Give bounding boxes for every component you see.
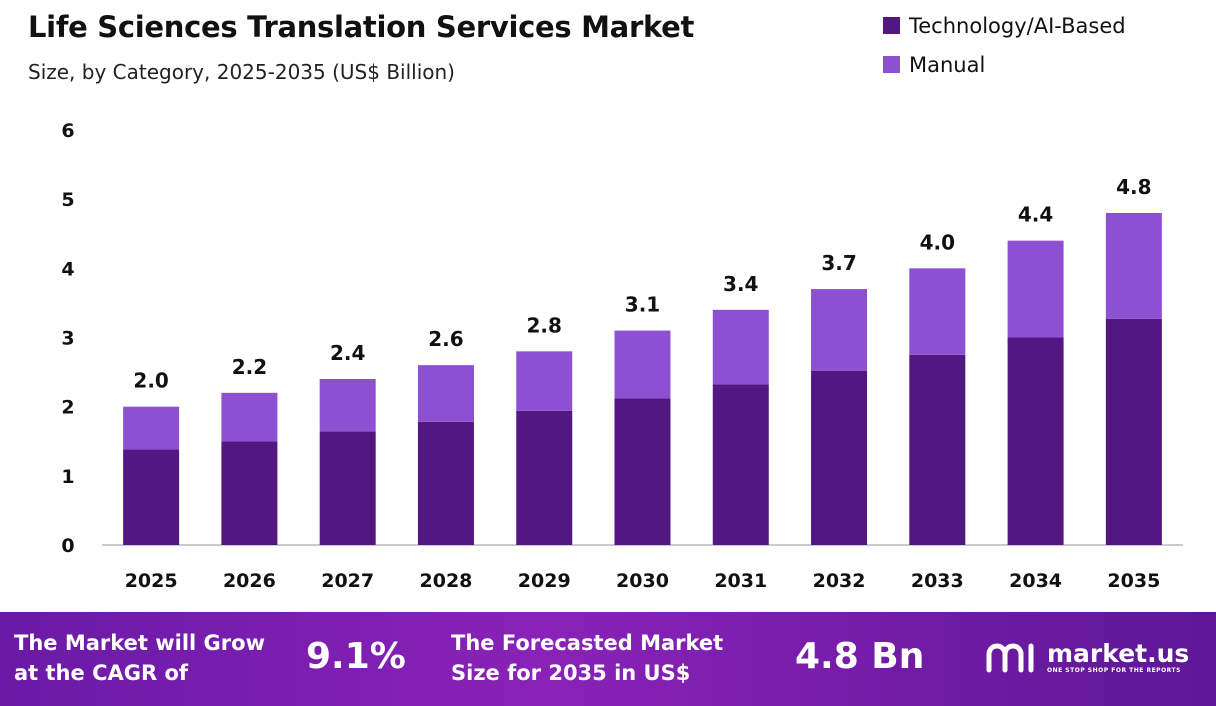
bar-manual: [319, 379, 376, 432]
bar-total-label: 2.2: [232, 355, 267, 379]
y-tick-label: 1: [61, 466, 74, 488]
bar-total-label: 2.8: [527, 313, 562, 337]
bar-manual: [811, 289, 868, 371]
bar-tech: [811, 370, 868, 545]
forecast-label-line1: The Forecasted Market: [451, 631, 724, 655]
bar-tech: [221, 441, 278, 545]
x-tick-label: 2029: [518, 570, 571, 592]
bar-manual: [1007, 240, 1064, 338]
x-tick-label: 2034: [1009, 570, 1062, 592]
legend-swatch-manual: [883, 56, 900, 73]
x-tick-label: 2031: [714, 570, 767, 592]
bar-total-label: 2.6: [428, 327, 463, 351]
bar-tech: [319, 431, 376, 545]
footer-banner: The Market will Grow at the CAGR of 9.1%…: [0, 612, 1216, 706]
bar-total-label: 2.4: [330, 341, 365, 365]
y-tick-label: 4: [61, 258, 74, 280]
x-tick-label: 2033: [911, 570, 964, 592]
bar-tech: [123, 449, 180, 545]
bar-manual: [909, 268, 966, 355]
legend-item-manual: Manual: [883, 45, 1126, 84]
bar-tech: [614, 398, 671, 545]
x-tick-label: 2027: [321, 570, 374, 592]
bar-total-label: 3.4: [723, 272, 758, 296]
bar-total-label: 3.7: [821, 251, 856, 275]
y-tick-label: 5: [61, 189, 74, 211]
forecast-label-line2: Size for 2035 in US$: [451, 661, 691, 685]
x-tick-label: 2025: [125, 570, 178, 592]
cagr-label: The Market will Grow at the CAGR of: [14, 628, 265, 688]
forecast-label: The Forecasted Market Size for 2035 in U…: [451, 628, 723, 688]
bar-total-label: 4.4: [1018, 203, 1053, 227]
bar-tech: [909, 354, 966, 545]
bar-manual: [221, 392, 278, 442]
cagr-label-line2: at the CAGR of: [14, 661, 189, 685]
bar-manual: [417, 365, 474, 422]
cagr-label-line1: The Market will Grow: [14, 631, 265, 655]
x-tick-label: 2030: [616, 570, 669, 592]
legend-item-tech: Technology/AI-Based: [883, 6, 1126, 45]
y-tick-label: 0: [61, 535, 74, 557]
y-tick-label: 3: [61, 328, 74, 350]
legend: Technology/AI-Based Manual: [883, 6, 1126, 84]
bar-tech: [516, 410, 573, 545]
legend-label-tech: Technology/AI-Based: [909, 13, 1126, 38]
bar-total-label: 2.0: [133, 369, 168, 393]
brand-name: market.us: [1047, 638, 1190, 668]
bar-manual: [712, 309, 769, 385]
y-tick-label: 2: [61, 397, 74, 419]
chart-subtitle: Size, by Category, 2025-2035 (US$ Billio…: [28, 60, 455, 84]
forecast-value: 4.8 Bn: [795, 636, 925, 677]
market-us-logo-icon: [986, 643, 1034, 673]
bar-tech: [1007, 337, 1064, 545]
x-tick-label: 2032: [813, 570, 866, 592]
cagr-value: 9.1%: [306, 636, 406, 677]
bar-total-label: 4.0: [920, 230, 955, 254]
x-tick-label: 2028: [420, 570, 473, 592]
bar-total-label: 3.1: [625, 293, 660, 317]
legend-label-manual: Manual: [909, 52, 986, 77]
bar-tech: [417, 421, 474, 545]
bar-tech: [712, 384, 769, 545]
bar-manual: [1105, 213, 1162, 319]
bar-tech: [1105, 318, 1162, 545]
chart-title: Life Sciences Translation Services Marke…: [28, 10, 695, 44]
brand-logo: market.us ONE STOP SHOP FOR THE REPORTS: [985, 640, 1189, 674]
x-tick-label: 2035: [1107, 570, 1160, 592]
bar-chart: 0 1 2 3 4 5 6 2.0 2025 2.2 2026 2.4 2027 2.6 2028 2.8 20…: [61, 120, 1183, 592]
bar-manual: [516, 351, 573, 411]
x-tick-label: 2026: [223, 570, 276, 592]
brand-tagline: ONE STOP SHOP FOR THE REPORTS: [1047, 666, 1181, 674]
bar-total-label: 4.8: [1116, 175, 1151, 199]
legend-swatch-tech: [883, 17, 900, 34]
y-tick-label: 6: [61, 120, 74, 142]
bar-manual: [614, 330, 671, 399]
bar-manual: [123, 406, 180, 450]
